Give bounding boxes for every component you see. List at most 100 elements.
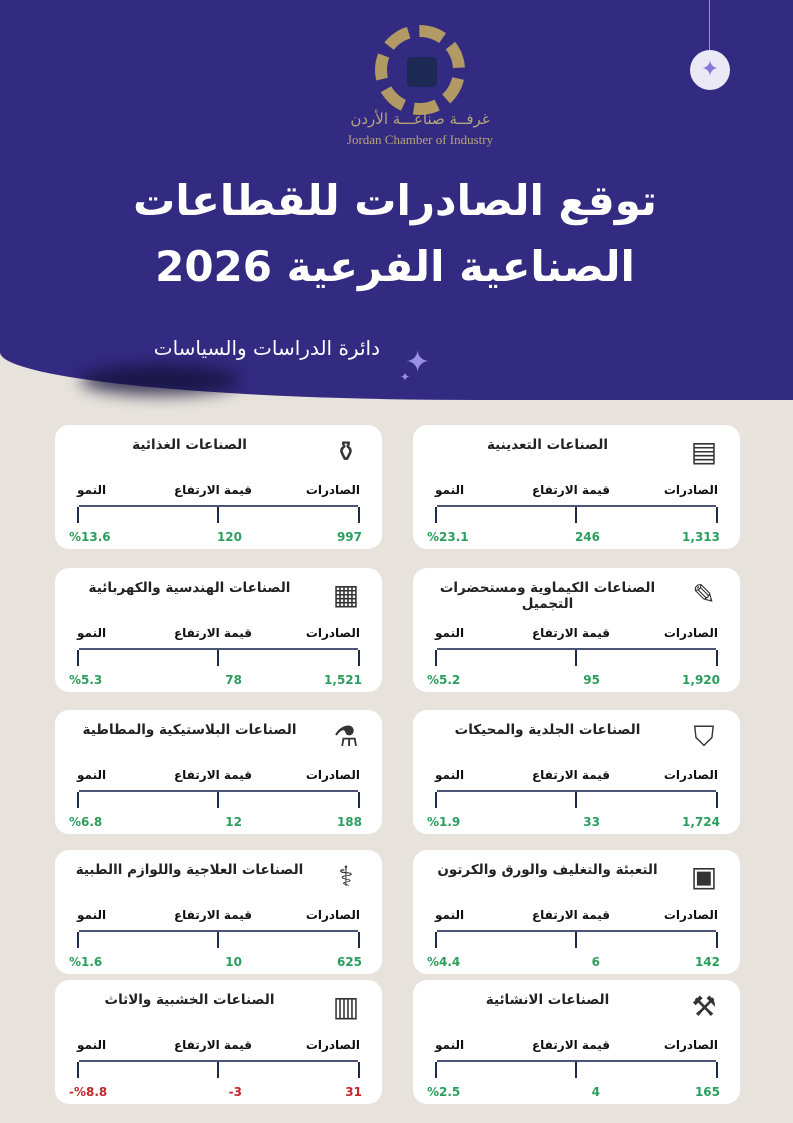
sector-card: ⚱ الصناعات الغذائية الصادرات قيمة الارتف… xyxy=(55,425,382,549)
growth-value: %1.9 xyxy=(427,815,461,829)
growth-value: %6.8 xyxy=(69,815,103,829)
sector-card: ⚕ الصناعات العلاجية واللوازم االطبية الص… xyxy=(55,850,382,974)
exports-label: الصادرات xyxy=(305,483,360,497)
axis-tick xyxy=(435,932,437,948)
org-name-ar: غرفــة صناعـــة الأردن xyxy=(350,110,490,128)
axis-tick xyxy=(77,650,79,666)
sector-card: ▥ الصناعات الخشبية والاثاث الصادرات قيمة… xyxy=(55,980,382,1104)
increase-value: 33 xyxy=(583,815,600,829)
increase-value: -3 xyxy=(228,1085,242,1099)
sector-card: ▣ التعبئة والتغليف والورق والكرتون الصاد… xyxy=(413,850,740,974)
increase-label: قيمة الارتفاع xyxy=(531,483,610,497)
axis-line xyxy=(77,505,360,523)
growth-value: -%8.8 xyxy=(69,1085,108,1099)
growth-value: %23.1 xyxy=(427,530,469,544)
sector-card: ▦ الصناعات الهندسية والكهربائية الصادرات… xyxy=(55,568,382,692)
axis-tick xyxy=(435,507,437,523)
sector-title: الصناعات العلاجية واللوازم االطبية xyxy=(75,862,304,878)
axis-tick xyxy=(716,932,718,948)
growth-value: %2.5 xyxy=(427,1085,461,1099)
box-icon: ▣ xyxy=(690,860,718,893)
axis-tick xyxy=(574,507,577,523)
axis-line xyxy=(435,790,718,808)
axis-line xyxy=(77,1060,360,1078)
sparkle-icon: ✦ xyxy=(405,345,431,380)
page-title: توقع الصادرات للقطاعات الصناعية الفرعية … xyxy=(133,176,657,291)
axis-tick xyxy=(358,1062,360,1078)
exports-value: 165 xyxy=(694,1085,720,1099)
axis-tick xyxy=(574,1062,577,1078)
food-production-icon: ⚱ xyxy=(334,435,358,468)
increase-value: 95 xyxy=(583,673,600,687)
axis-tick xyxy=(216,932,219,948)
axis-tick xyxy=(358,507,360,523)
crane-icon: ⚒ xyxy=(691,990,717,1023)
exports-value: 142 xyxy=(694,955,720,969)
increase-value: 4 xyxy=(591,1085,600,1099)
growth-value: %1.6 xyxy=(69,955,103,969)
growth-value: %5.2 xyxy=(427,673,461,687)
growth-value: %13.6 xyxy=(69,530,111,544)
growth-label: النمو xyxy=(77,1038,107,1052)
medicine-icon: ⚕ xyxy=(338,860,354,893)
sector-title: التعبئة والتغليف والورق والكرتون xyxy=(437,862,658,878)
logo xyxy=(375,25,465,115)
department-name: دائرة الدراسات والسياسات xyxy=(153,336,380,360)
exports-label: الصادرات xyxy=(663,626,718,640)
exports-label: الصادرات xyxy=(305,908,360,922)
sector-card: ⚒ الصناعات الانشائية الصادرات قيمة الارت… xyxy=(413,980,740,1104)
growth-label: النمو xyxy=(77,626,107,640)
exports-value: 31 xyxy=(345,1085,362,1099)
growth-label: النمو xyxy=(435,908,465,922)
sector-title: الصناعات الكيماوية ومستحضرات التجميل xyxy=(439,580,656,612)
axis-tick xyxy=(216,507,219,523)
axis-tick xyxy=(716,507,718,523)
exports-value: 997 xyxy=(336,530,362,544)
sector-title: الصناعات الجلدية والمحيكات xyxy=(454,722,641,738)
exports-value: 188 xyxy=(336,815,362,829)
increase-label: قيمة الارتفاع xyxy=(173,483,252,497)
gold-bars-icon: ▤ xyxy=(690,435,718,468)
growth-label: النمو xyxy=(77,908,107,922)
increase-value: 246 xyxy=(574,530,600,544)
sector-title: الصناعات الخشبية والاثاث xyxy=(104,992,275,1008)
axis-tick xyxy=(574,932,577,948)
exports-value: 1,313 xyxy=(682,530,720,544)
axis-tick xyxy=(574,792,577,808)
ornament-string xyxy=(709,0,710,50)
axis-line xyxy=(435,930,718,948)
increase-label: قيمة الارتفاع xyxy=(531,908,610,922)
axis-tick xyxy=(358,650,360,666)
sparkle-icon: ✦ xyxy=(400,370,411,384)
growth-label: النمو xyxy=(435,768,465,782)
growth-value: %5.3 xyxy=(69,673,103,687)
exports-label: الصادرات xyxy=(663,908,718,922)
sector-title: الصناعات الانشائية xyxy=(485,992,610,1008)
increase-value: 10 xyxy=(225,955,242,969)
axis-tick xyxy=(77,932,79,948)
axis-line xyxy=(77,790,360,808)
increase-value: 6 xyxy=(591,955,600,969)
increase-value: 78 xyxy=(225,673,242,687)
sparkle-ornament-icon: ✦ xyxy=(690,50,730,90)
increase-value: 12 xyxy=(225,815,242,829)
exports-value: 1,724 xyxy=(682,815,720,829)
axis-tick xyxy=(716,650,718,666)
sector-title: الصناعات التعدينية xyxy=(486,437,609,453)
furniture-icon: ▥ xyxy=(332,990,360,1023)
increase-label: قيمة الارتفاع xyxy=(531,768,610,782)
jacket-icon: ⛉ xyxy=(693,720,715,753)
exports-value: 1,521 xyxy=(324,673,362,687)
axis-tick xyxy=(435,1062,437,1078)
growth-value: %4.4 xyxy=(427,955,461,969)
sector-title: الصناعات البلاستيكية والمطاطية xyxy=(82,722,297,738)
exports-label: الصادرات xyxy=(663,483,718,497)
axis-tick xyxy=(716,792,718,808)
axis-line xyxy=(435,505,718,523)
axis-line xyxy=(77,648,360,666)
increase-label: قيمة الارتفاع xyxy=(173,908,252,922)
growth-label: النمو xyxy=(435,483,465,497)
growth-label: النمو xyxy=(77,768,107,782)
growth-label: النمو xyxy=(435,1038,465,1052)
axis-tick xyxy=(574,650,577,666)
